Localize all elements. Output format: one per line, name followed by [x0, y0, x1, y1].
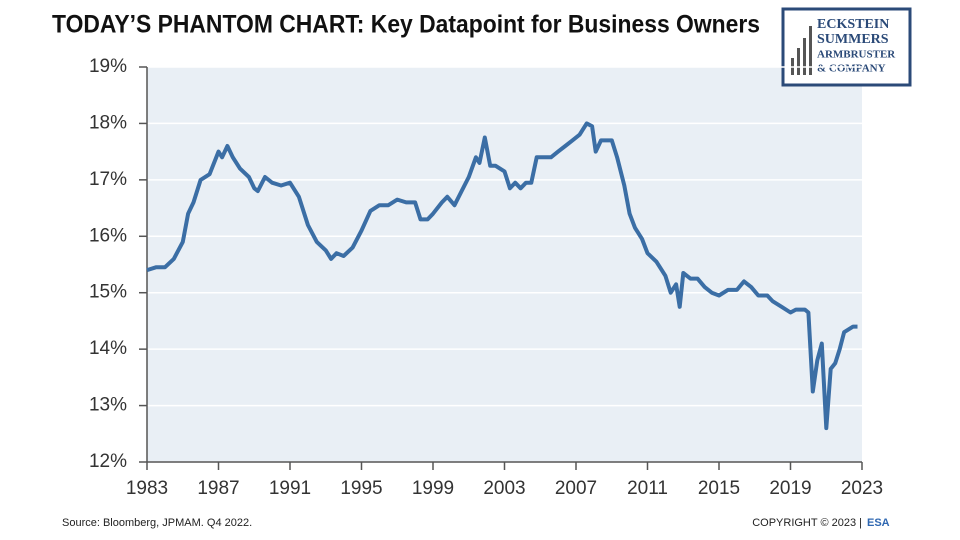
logo: ECKSTEIN SUMMERS ARMBRUSTER & COMPANY: [781, 7, 912, 87]
y-tick-label: 16%: [89, 225, 127, 246]
x-tick-label: 2003: [483, 478, 525, 499]
x-tick-label: 1983: [126, 478, 168, 499]
logo-text: SUMMERS: [817, 32, 889, 47]
y-tick-label: 19%: [89, 56, 127, 77]
x-tick-label: 1995: [340, 478, 382, 499]
x-tick-label: 1999: [412, 478, 454, 499]
x-tick-label: 1991: [269, 478, 311, 499]
y-tick-label: 13%: [89, 395, 127, 416]
x-tick-label: 2015: [698, 478, 740, 499]
line-series: [146, 121, 858, 431]
brand: ESA: [867, 517, 890, 529]
logo-bar: [797, 48, 800, 75]
plot: 12% 13% 14% 15% 16% 17% 18% 19% 1983 1987 1991 1995…: [89, 56, 883, 499]
source-note: Source: Bloomberg, JPMAM. Q4 2022.: [62, 517, 252, 529]
y-tick-label: 17%: [89, 169, 127, 190]
y-tick-label: 18%: [89, 112, 127, 133]
slide-title: TODAY’S PHANTOM CHART: Key Datapoint for…: [52, 11, 760, 39]
x-tick-label: 1987: [197, 478, 239, 499]
logo-bar: [803, 38, 806, 75]
copyright: COPYRIGHT © 2023 |: [752, 517, 862, 529]
logo-text: & COMPANY: [817, 63, 886, 75]
logo-bar: [809, 26, 812, 75]
y-tick-label: 12%: [89, 451, 127, 472]
logo-text: ECKSTEIN: [817, 17, 889, 32]
y-tick-label: 15%: [89, 282, 127, 303]
plot-area: [147, 67, 862, 462]
x-tick-label: 2007: [555, 478, 597, 499]
x-tick-label: 2019: [769, 478, 811, 499]
logo-text: ARMBRUSTER: [817, 49, 896, 61]
y-tick-label: 14%: [89, 338, 127, 359]
x-tick-label: 2023: [841, 478, 883, 499]
x-tick-label: 2011: [627, 478, 668, 499]
